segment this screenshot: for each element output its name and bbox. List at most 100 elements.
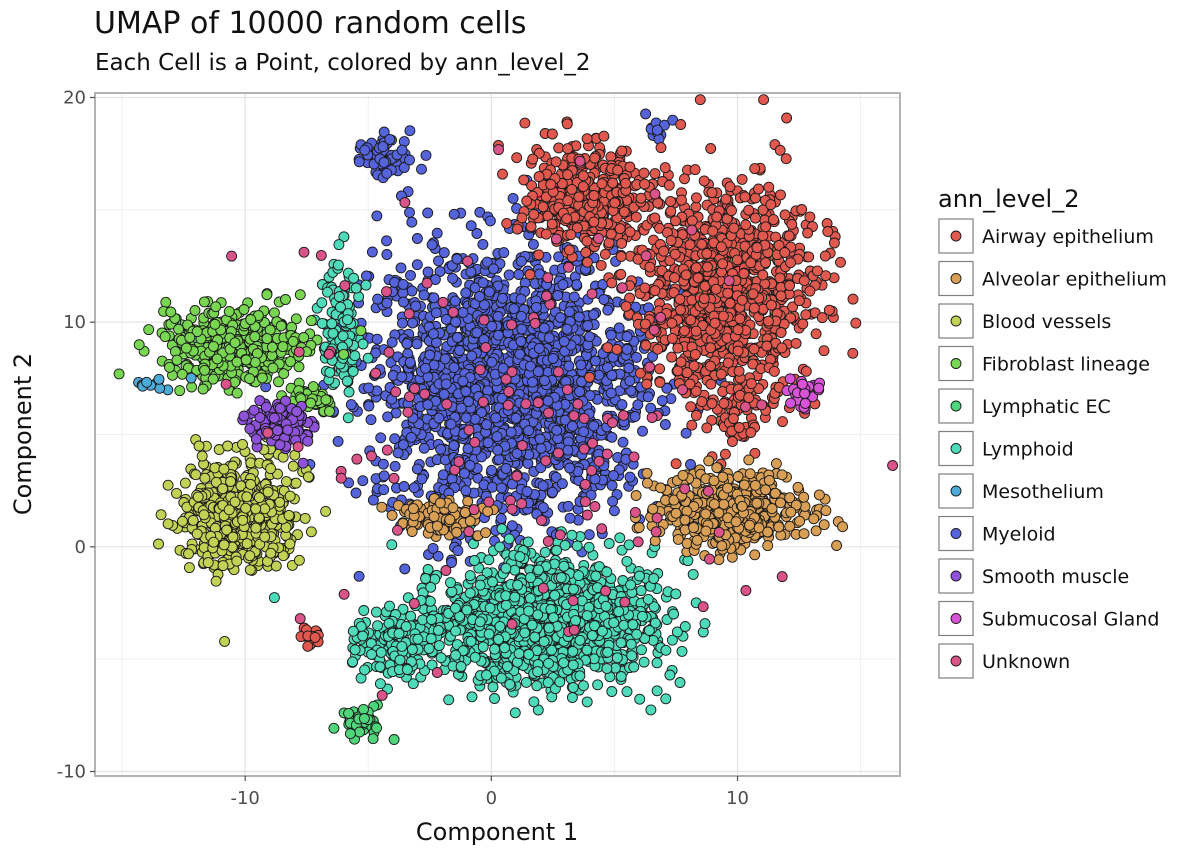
data-point: [601, 566, 613, 578]
data-point: [511, 656, 523, 668]
data-point: [398, 481, 410, 492]
data-point: [613, 322, 625, 334]
data-point: [508, 303, 520, 315]
data-point: [803, 251, 815, 263]
data-point: [549, 589, 561, 601]
data-point: [482, 437, 494, 449]
data-point: [600, 600, 612, 612]
data-point: [620, 300, 632, 312]
data-point: [669, 248, 681, 260]
data-point: [670, 458, 682, 470]
data-point: [532, 366, 544, 378]
data-point: [509, 591, 521, 603]
data-point: [581, 644, 593, 656]
data-point: [822, 226, 834, 237]
data-point: [435, 443, 447, 455]
data-point: [583, 529, 595, 541]
data-point: [596, 178, 608, 190]
data-point: [512, 579, 524, 591]
data-point: [724, 181, 736, 193]
data-point: [474, 290, 486, 302]
data-point: [786, 218, 798, 230]
data-point: [509, 564, 521, 576]
data-point: [451, 253, 463, 265]
data-point: [732, 345, 744, 357]
data-point: [652, 343, 664, 355]
data-point: [611, 652, 623, 664]
data-point: [793, 295, 805, 307]
data-point: [811, 265, 823, 277]
data-point: [763, 181, 775, 193]
data-point: [567, 682, 579, 693]
data-point: [316, 297, 328, 309]
data-point: [761, 340, 773, 352]
data-point: [488, 263, 499, 275]
data-point: [371, 210, 383, 222]
data-point: [381, 235, 392, 247]
data-point: [423, 643, 435, 654]
data-point: [768, 214, 779, 226]
data-point: [605, 329, 617, 341]
data-point: [533, 171, 545, 183]
data-point: [513, 648, 525, 659]
data-point: [563, 360, 575, 372]
data-point: [666, 351, 678, 363]
data-point: [404, 125, 416, 137]
data-point: [398, 296, 409, 308]
data-point: [542, 395, 554, 407]
data-point: [316, 317, 328, 329]
data-point: [651, 124, 663, 136]
data-point: [335, 301, 346, 313]
data-point: [419, 362, 431, 374]
data-point: [433, 412, 445, 424]
data-point: [578, 426, 590, 438]
data-point: [690, 409, 702, 421]
data-point: [543, 332, 555, 344]
data-point: [366, 648, 378, 660]
data-point: [438, 388, 450, 400]
data-point: [469, 651, 481, 663]
data-point: [406, 216, 418, 228]
data-point: [616, 237, 628, 249]
data-point: [455, 661, 467, 672]
chart-subtitle: Each Cell is a Point, colored by ann_lev…: [95, 50, 591, 76]
data-point: [416, 163, 427, 175]
data-point: [518, 174, 530, 186]
data-point: [499, 642, 511, 654]
data-point: [370, 606, 382, 618]
data-point: [734, 313, 746, 325]
data-point: [666, 332, 678, 344]
data-point: [694, 94, 706, 106]
data-point: [554, 312, 566, 323]
data-point: [397, 439, 409, 451]
data-point: [534, 433, 546, 445]
data-point: [607, 177, 619, 189]
data-point: [606, 431, 618, 443]
data-point: [440, 378, 452, 390]
data-point: [452, 545, 464, 557]
data-point: [450, 649, 462, 661]
data-point: [581, 256, 593, 268]
data-point: [528, 696, 540, 708]
data-point: [445, 418, 457, 430]
data-point: [503, 533, 515, 545]
data-point: [530, 301, 542, 313]
data-point: [583, 541, 595, 553]
data-point: [608, 617, 620, 629]
data-point: [396, 640, 408, 652]
data-points: [113, 94, 899, 745]
data-point: [350, 282, 362, 294]
data-point: [404, 356, 416, 368]
data-point: [515, 310, 527, 322]
data-point: [563, 244, 575, 256]
data-point: [574, 386, 586, 398]
data-point: [460, 485, 472, 497]
data-point: [408, 482, 420, 494]
data-point: [575, 359, 587, 371]
data-point: [685, 459, 696, 470]
data-point: [567, 645, 579, 657]
data-point: [435, 652, 447, 664]
data-point: [353, 570, 365, 582]
data-point: [465, 220, 477, 232]
